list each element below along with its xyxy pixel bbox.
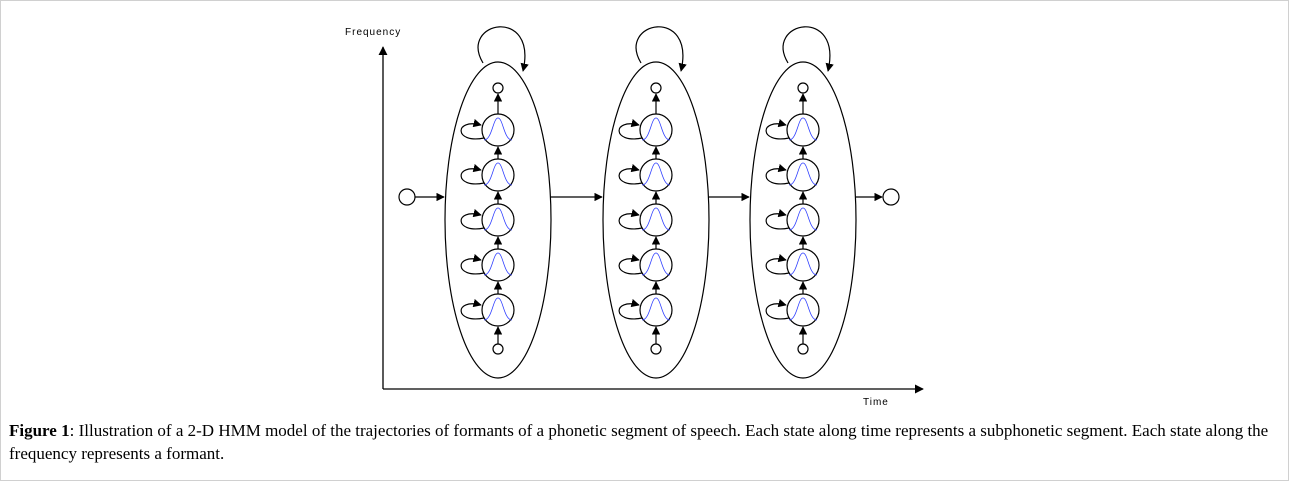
state [482, 294, 514, 326]
gaussian [789, 163, 817, 185]
end-node [798, 83, 808, 93]
start-node [399, 189, 415, 205]
caption-text: : Illustration of a 2-D HMM model of the… [9, 421, 1268, 463]
self-loop [619, 124, 642, 139]
gaussian [789, 208, 817, 230]
state [640, 249, 672, 281]
state [640, 159, 672, 191]
state [787, 294, 819, 326]
self-loop [783, 27, 830, 71]
gaussian [642, 118, 670, 140]
end-node [651, 344, 661, 354]
state [787, 204, 819, 236]
gaussian [642, 298, 670, 320]
gaussian [484, 298, 512, 320]
self-loop [766, 169, 789, 184]
state [482, 204, 514, 236]
gaussian [484, 208, 512, 230]
gaussian [484, 253, 512, 275]
diagram: Frequency Time [1, 1, 1288, 416]
gaussian [484, 118, 512, 140]
state [482, 249, 514, 281]
gaussian [642, 253, 670, 275]
caption: Figure 1: Illustration of a 2-D HMM mode… [9, 419, 1277, 465]
self-loop [619, 304, 642, 319]
hmm-states [399, 27, 899, 378]
state [640, 204, 672, 236]
end-node [883, 189, 899, 205]
gaussian [789, 253, 817, 275]
self-loop [461, 124, 484, 139]
self-loop [766, 304, 789, 319]
state [640, 114, 672, 146]
state [482, 114, 514, 146]
end-node [798, 344, 808, 354]
end-node [651, 83, 661, 93]
state [787, 249, 819, 281]
self-loop [766, 214, 789, 229]
gaussian [789, 118, 817, 140]
self-loop [461, 214, 484, 229]
state [640, 294, 672, 326]
gaussian [789, 298, 817, 320]
self-loop [636, 27, 683, 71]
self-loop [478, 27, 525, 71]
state [787, 159, 819, 191]
self-loop [461, 304, 484, 319]
state [482, 159, 514, 191]
end-node [493, 83, 503, 93]
self-loop [461, 259, 484, 274]
self-loop [461, 169, 484, 184]
gaussian [642, 163, 670, 185]
self-loop [619, 259, 642, 274]
end-node [493, 344, 503, 354]
self-loop [766, 124, 789, 139]
self-loop [619, 214, 642, 229]
self-loop [619, 169, 642, 184]
gaussian [484, 163, 512, 185]
gaussian [642, 208, 670, 230]
self-loop [766, 259, 789, 274]
state [787, 114, 819, 146]
y-axis-label: Frequency [345, 27, 401, 38]
x-axis-label: Time [863, 397, 889, 408]
caption-label: Figure 1 [9, 421, 70, 440]
